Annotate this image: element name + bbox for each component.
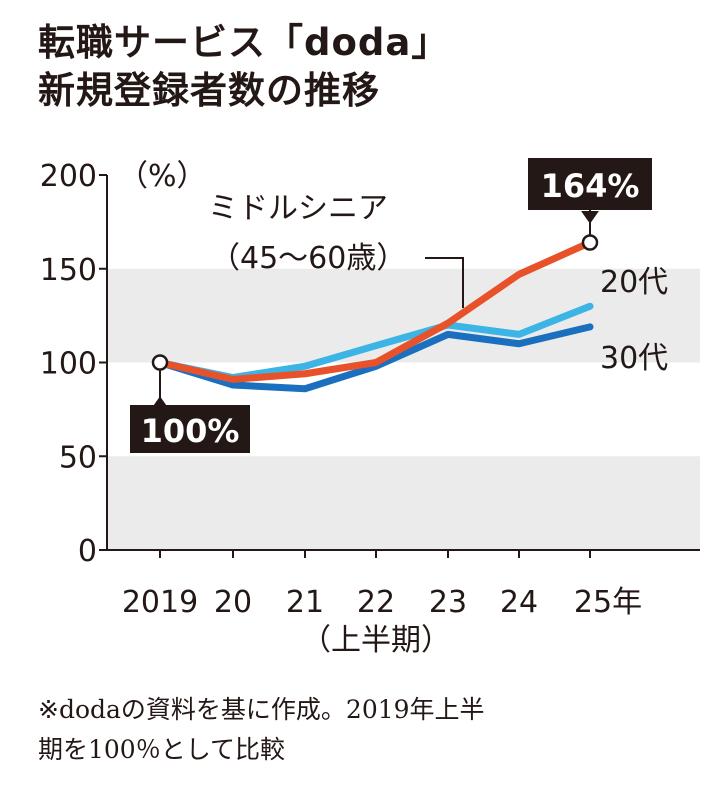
y-tick-label: 0 (78, 534, 97, 569)
series-label-30s: 30代 (600, 341, 668, 376)
x-tick-label: 22 (357, 585, 395, 620)
x-tick-label: 21 (286, 585, 324, 620)
callout-pointer (151, 370, 169, 409)
marker-circle (581, 234, 599, 251)
grid-band (107, 456, 700, 550)
callout-box-100 (130, 405, 250, 453)
y-tick-label: 50 (59, 440, 97, 475)
y-tick-label: 150 (40, 253, 97, 288)
x-tick-label: 2019 (122, 585, 198, 620)
x-tick-label: 20 (214, 585, 252, 620)
series-label-middle-line2: （45～60歳） (210, 241, 406, 276)
callout-box-164 (528, 158, 652, 210)
series-label-middle-line1: ミドルシニア (208, 191, 388, 226)
y-tick-label: 100 (40, 347, 97, 382)
chart-title-line2: 新規登録者数の推移 (38, 69, 380, 112)
x-tick-label: 24 (500, 585, 538, 620)
series-label-20s: 20代 (600, 265, 668, 300)
source-note-line1: ※dodaの資料を基に作成。2019年上半 (38, 695, 485, 724)
y-tick-label: 200 (40, 159, 97, 194)
y-axis-unit: （%） (118, 159, 207, 194)
callout-100: 100% (141, 412, 240, 450)
callout-164: 164% (541, 167, 640, 205)
chart-title-line1: 転職サービス「doda」 (38, 21, 450, 64)
line-chart: 0 50 100 150 200 （%） 2019 20 21 22 23 24 25年 （上半期） 10… (40, 158, 700, 658)
source-note-line2: 期を100％として比較 (38, 735, 285, 764)
x-tick-label: 25年 (574, 585, 642, 620)
x-axis-label: （上半期） (301, 623, 451, 658)
callout-pointer (581, 210, 599, 235)
marker-circle (151, 354, 169, 371)
x-tick-label: 23 (429, 585, 467, 620)
series-label-leader (425, 257, 464, 308)
